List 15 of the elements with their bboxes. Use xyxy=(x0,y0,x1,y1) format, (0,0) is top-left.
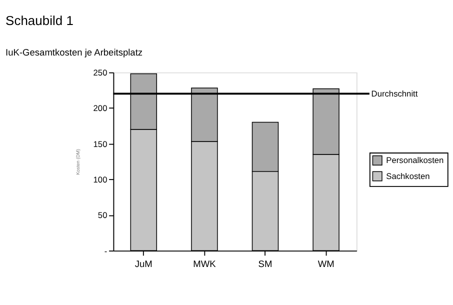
y-tick-label: - xyxy=(104,246,108,256)
y-tick-label: 200 xyxy=(93,103,108,114)
y-tick-label: 50 xyxy=(98,210,108,220)
chart-title: Schaubild 1 xyxy=(6,13,74,28)
y-tick-label: 150 xyxy=(93,138,108,149)
y-tick-label: 250 xyxy=(93,68,108,78)
ref-line-label: Durchschnitt xyxy=(371,88,418,99)
x-tick-label: WM xyxy=(318,258,334,269)
x-tick-label: JuM xyxy=(134,258,152,269)
y-tick-label: 100 xyxy=(93,174,108,185)
x-tick-label: SM xyxy=(258,258,272,269)
legend-label: Personalkosten xyxy=(386,155,444,166)
x-tick-label: MWK xyxy=(193,258,217,269)
chart-subtitle: IuK-Gesamtkosten je Arbeitsplatz xyxy=(6,48,143,58)
legend-label: Sachkosten xyxy=(386,171,430,181)
